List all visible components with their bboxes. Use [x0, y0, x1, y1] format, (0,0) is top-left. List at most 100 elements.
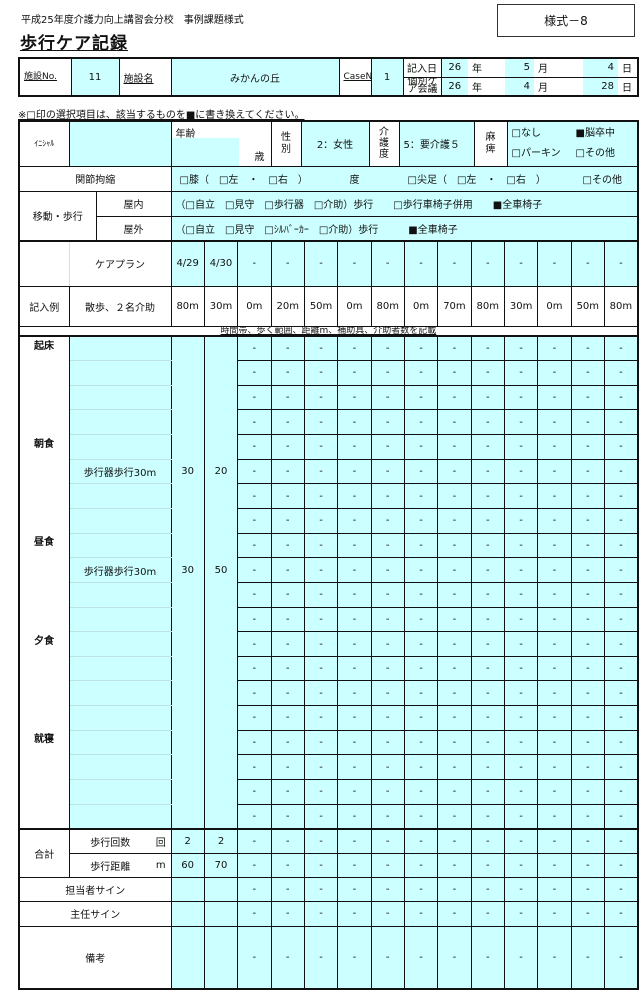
- day-cell[interactable]: -: [603, 483, 639, 509]
- day-cell[interactable]: -: [303, 754, 339, 781]
- day-cell[interactable]: -: [537, 803, 572, 830]
- day-1-cell[interactable]: [170, 680, 205, 706]
- staff-signature-cell[interactable]: -: [570, 876, 605, 902]
- paralysis-option-none[interactable]: □なし: [511, 127, 541, 139]
- day-cell[interactable]: -: [503, 754, 539, 781]
- day-cell[interactable]: -: [537, 631, 572, 657]
- day-cell[interactable]: -: [370, 581, 405, 608]
- day-cell[interactable]: -: [403, 384, 439, 411]
- staff-signature-cell[interactable]: -: [237, 876, 272, 902]
- day-cell[interactable]: -: [470, 434, 505, 460]
- day-cell[interactable]: -: [603, 360, 639, 386]
- day-cell[interactable]: -: [270, 409, 305, 436]
- care-plan-date-cell[interactable]: -: [403, 240, 439, 287]
- day-cell[interactable]: -: [570, 458, 605, 485]
- day-cell[interactable]: -: [437, 507, 472, 534]
- remarks-cell[interactable]: -: [603, 925, 639, 990]
- day-cell[interactable]: -: [570, 483, 605, 509]
- day-cell[interactable]: -: [403, 335, 439, 362]
- activity-cell[interactable]: [68, 532, 172, 559]
- day-cell[interactable]: -: [537, 360, 572, 386]
- walk-count-cell[interactable]: 2: [203, 828, 239, 854]
- day-cell[interactable]: -: [270, 655, 305, 682]
- day-cell[interactable]: -: [370, 754, 405, 781]
- walk-count-cell[interactable]: -: [237, 828, 272, 854]
- day-cell[interactable]: -: [603, 581, 639, 608]
- day-cell[interactable]: -: [337, 779, 372, 805]
- day-1-cell[interactable]: [170, 434, 205, 460]
- day-cell[interactable]: -: [503, 458, 539, 485]
- day-cell[interactable]: -: [537, 483, 572, 509]
- day-cell[interactable]: -: [437, 655, 472, 682]
- day-cell[interactable]: -: [470, 458, 505, 485]
- day-1-cell[interactable]: [170, 705, 205, 731]
- day-cell[interactable]: -: [437, 409, 472, 436]
- day-cell[interactable]: -: [237, 803, 272, 830]
- day-cell[interactable]: -: [270, 803, 305, 830]
- day-1-cell[interactable]: [170, 409, 205, 435]
- day-cell[interactable]: -: [470, 384, 505, 411]
- activity-cell[interactable]: [68, 581, 172, 608]
- care-plan-date-cell[interactable]: -: [537, 240, 572, 287]
- day-cell[interactable]: -: [270, 507, 305, 534]
- day-cell[interactable]: -: [403, 409, 439, 436]
- day-cell[interactable]: -: [237, 606, 272, 633]
- day-cell[interactable]: -: [537, 729, 572, 756]
- day-cell[interactable]: -: [570, 409, 605, 436]
- activity-cell[interactable]: [68, 803, 172, 830]
- remarks-cell[interactable]: -: [237, 925, 272, 990]
- day-cell[interactable]: -: [503, 606, 539, 633]
- day-cell[interactable]: -: [370, 680, 405, 707]
- day-cell[interactable]: -: [237, 507, 272, 534]
- day-cell[interactable]: -: [470, 557, 505, 583]
- day-cell[interactable]: -: [470, 631, 505, 657]
- walk-distance-cell[interactable]: -: [437, 852, 472, 878]
- activity-cell[interactable]: [68, 606, 172, 633]
- activity-cell[interactable]: [68, 507, 172, 534]
- day-cell[interactable]: -: [470, 754, 505, 781]
- day-cell[interactable]: -: [237, 483, 272, 509]
- day-2-cell[interactable]: 50: [203, 557, 239, 583]
- day-cell[interactable]: -: [470, 483, 505, 509]
- day-cell[interactable]: -: [403, 507, 439, 534]
- day-cell[interactable]: -: [237, 754, 272, 781]
- day-cell[interactable]: -: [503, 680, 539, 707]
- day-cell[interactable]: -: [603, 631, 639, 657]
- day-cell[interactable]: -: [437, 557, 472, 583]
- day-cell[interactable]: -: [370, 729, 405, 756]
- activity-cell[interactable]: 歩行器歩行30m: [68, 458, 172, 485]
- day-cell[interactable]: -: [403, 705, 439, 731]
- paralysis-option-parkinson[interactable]: □パーキン: [511, 147, 561, 159]
- day-cell[interactable]: -: [570, 384, 605, 411]
- day-2-cell[interactable]: [203, 779, 239, 805]
- day-cell[interactable]: -: [337, 335, 372, 362]
- remarks-cell[interactable]: -: [403, 925, 439, 990]
- activity-cell[interactable]: [68, 680, 172, 707]
- day-cell[interactable]: -: [303, 557, 339, 583]
- day-1-cell[interactable]: [170, 607, 205, 632]
- day-cell[interactable]: -: [303, 729, 339, 756]
- care-plan-date-cell[interactable]: 4/29: [170, 240, 205, 287]
- day-cell[interactable]: -: [370, 705, 405, 731]
- day-cell[interactable]: -: [303, 803, 339, 830]
- day-cell[interactable]: -: [437, 705, 472, 731]
- day-2-cell[interactable]: [203, 336, 239, 361]
- chief-signature-cell[interactable]: [203, 900, 239, 927]
- day-1-cell[interactable]: 30: [170, 557, 205, 583]
- day-cell[interactable]: -: [537, 705, 572, 731]
- day-cell[interactable]: -: [470, 581, 505, 608]
- activity-cell[interactable]: [68, 729, 172, 756]
- day-1-cell[interactable]: [170, 779, 205, 805]
- day-1-cell[interactable]: [170, 582, 205, 608]
- staff-signature-cell[interactable]: -: [270, 876, 305, 902]
- day-cell[interactable]: -: [537, 557, 572, 583]
- day-cell[interactable]: -: [437, 335, 472, 362]
- day-cell[interactable]: -: [337, 483, 372, 509]
- day-1-cell[interactable]: [170, 730, 205, 755]
- day-cell[interactable]: -: [603, 606, 639, 633]
- day-cell[interactable]: -: [270, 384, 305, 411]
- staff-signature-cell[interactable]: [170, 876, 205, 902]
- activity-cell[interactable]: [68, 434, 172, 460]
- activity-cell[interactable]: [68, 483, 172, 509]
- day-2-cell[interactable]: [203, 434, 239, 460]
